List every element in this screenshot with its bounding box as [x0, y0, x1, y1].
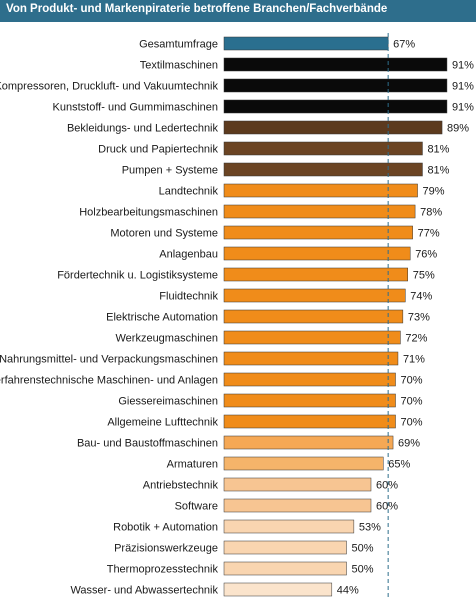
value-label: 89%	[447, 123, 469, 135]
value-label: 73%	[408, 312, 430, 324]
category-label: Holzbearbeitungsmaschinen	[79, 207, 218, 219]
value-label: 81%	[427, 165, 449, 177]
value-label: 74%	[410, 291, 432, 303]
category-label: Pumpen + Systeme	[122, 165, 218, 177]
category-label: Präzisionswerkzeuge	[114, 543, 218, 555]
bar	[223, 120, 443, 135]
bar	[223, 477, 372, 492]
bar	[223, 183, 418, 198]
value-label: 69%	[398, 438, 420, 450]
category-label: Anlagenbau	[159, 249, 218, 261]
bar	[223, 330, 401, 345]
value-label: 44%	[337, 585, 359, 597]
bar	[223, 99, 448, 114]
value-label: 91%	[452, 81, 474, 93]
value-label: 53%	[359, 522, 381, 534]
value-label: 50%	[352, 564, 374, 576]
value-label: 75%	[413, 270, 435, 282]
bar	[223, 561, 347, 576]
category-label: Software	[175, 501, 218, 513]
category-label: Kunststoff- und Gummimaschinen	[53, 102, 218, 114]
value-label: 76%	[415, 249, 437, 261]
chart-title-bar: Von Produkt- und Markenpiraterie betroff…	[0, 0, 476, 22]
category-label: Fördertechnik u. Logistiksysteme	[57, 270, 218, 282]
bar	[223, 288, 406, 303]
category-label: Armaturen	[167, 459, 218, 471]
bar	[223, 498, 372, 513]
category-label: Antriebstechnik	[143, 480, 219, 492]
value-label: 60%	[376, 480, 398, 492]
value-label: 81%	[427, 144, 449, 156]
value-label: 70%	[401, 417, 423, 429]
category-label: Bau- und Baustoffmaschinen	[77, 438, 218, 450]
value-label: 71%	[403, 354, 425, 366]
category-label: Wasser- und Abwassertechnik	[70, 585, 218, 597]
bar	[223, 57, 448, 72]
category-label: Bekleidungs- und Ledertechnik	[67, 123, 219, 135]
bar	[223, 435, 394, 450]
category-label: Giessereimaschinen	[118, 396, 218, 408]
bar	[223, 162, 423, 177]
value-label: 91%	[452, 60, 474, 72]
value-label: 50%	[352, 543, 374, 555]
bar	[223, 204, 416, 219]
category-label: Druck und Papiertechnik	[98, 144, 218, 156]
category-label: Textilmaschinen	[140, 60, 218, 72]
value-label: 67%	[393, 39, 415, 51]
chart-title: Von Produkt- und Markenpiraterie betroff…	[6, 3, 388, 15]
category-label: Fluidtechnik	[159, 291, 218, 303]
category-label: Kompressoren, Druckluft- und Vakuumtechn…	[0, 81, 218, 93]
category-label: Elektrische Automation	[106, 312, 218, 324]
bar	[223, 36, 389, 51]
value-label: 60%	[376, 501, 398, 513]
value-label: 70%	[401, 375, 423, 387]
bar	[223, 78, 448, 93]
bar	[223, 414, 396, 429]
value-label: 72%	[405, 333, 427, 345]
bar	[223, 267, 408, 282]
bar	[223, 351, 399, 366]
category-label: Verfahrenstechnische Maschinen- und Anla…	[0, 375, 218, 387]
value-label: 65%	[388, 459, 410, 471]
bar	[223, 372, 396, 387]
category-label: Gesamtumfrage	[139, 39, 218, 51]
category-label: Werkzeugmaschinen	[115, 333, 218, 345]
bar	[223, 225, 413, 240]
value-label: 78%	[420, 207, 442, 219]
value-label: 77%	[418, 228, 440, 240]
bar	[223, 309, 404, 324]
category-label: Allgemeine Lufttechnik	[107, 417, 218, 429]
bar	[223, 456, 384, 471]
value-label: 70%	[401, 396, 423, 408]
category-label: Motoren und Systeme	[110, 228, 218, 240]
bar	[223, 393, 396, 408]
value-label: 91%	[452, 102, 474, 114]
bar	[223, 582, 333, 597]
bar	[223, 519, 355, 534]
bar	[223, 246, 411, 261]
category-label: Robotik + Automation	[113, 522, 218, 534]
category-label: Thermoprozesstechnik	[107, 564, 219, 576]
category-label: Nahrungsmittel- und Verpackungsmaschinen	[0, 354, 218, 366]
bar	[223, 540, 347, 555]
value-label: 79%	[423, 186, 445, 198]
bar	[223, 141, 423, 156]
category-label: Landtechnik	[159, 186, 219, 198]
